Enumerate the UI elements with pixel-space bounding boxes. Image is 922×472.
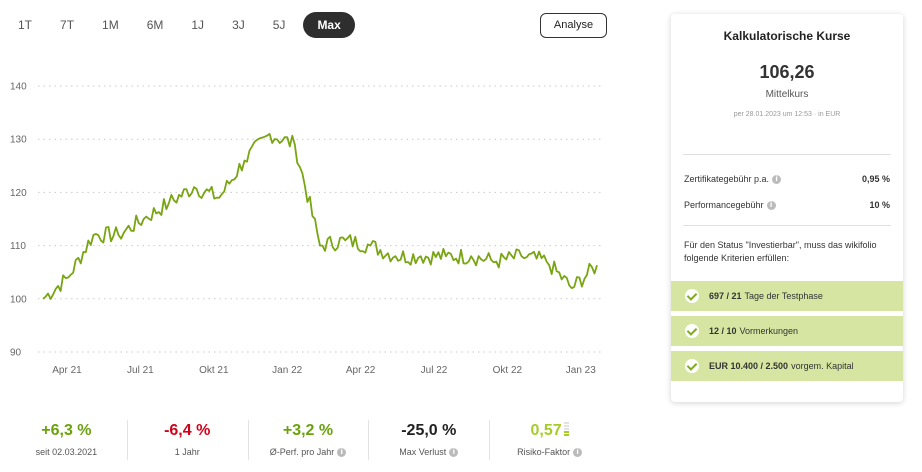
series-line xyxy=(42,133,598,300)
info-icon[interactable]: i xyxy=(573,448,583,458)
tab-max[interactable]: Max xyxy=(303,12,355,38)
tab-7t[interactable]: 7T xyxy=(60,18,75,32)
period-tabs: 1T 7T 1M 6M 1J 3J 5J Max xyxy=(8,12,363,38)
mid-price-label: Mittelkurs xyxy=(765,89,809,100)
criterion-value: 697 / 21 xyxy=(709,291,742,301)
card-divider xyxy=(683,154,891,155)
x-tick-label: Apr 22 xyxy=(346,365,376,376)
tab-3j[interactable]: 3J xyxy=(232,18,245,32)
x-tick-label: Jan 23 xyxy=(566,365,596,376)
kpi-label: Risiko-Faktor i xyxy=(489,447,610,458)
tab-1m[interactable]: 1M xyxy=(102,18,119,32)
check-icon xyxy=(685,324,699,338)
fee-value: 10 % xyxy=(869,200,890,210)
analyse-button[interactable]: Analyse xyxy=(540,13,607,38)
mid-price: 106,26 xyxy=(759,62,815,82)
info-icon[interactable]: i xyxy=(337,448,347,458)
fee-value: 0,95 % xyxy=(861,174,890,184)
kpi-label-text: Ø-Perf. pro Jahr xyxy=(269,447,335,457)
x-tick-label: Jul 21 xyxy=(127,365,154,376)
risk-level-icon xyxy=(563,422,569,438)
criterion-value: EUR 10.400 / 2.500 xyxy=(709,361,789,371)
fee-row-performance: Performancegebühr i 10 % xyxy=(684,200,890,211)
y-tick-label: 110 xyxy=(10,241,26,252)
kpi-value-text: -25,0 % xyxy=(401,422,457,439)
kpi-label: Max Verlust i xyxy=(368,447,489,458)
kpi-value-text: 0,57 xyxy=(530,422,562,439)
kpi-value: -6,4 % xyxy=(127,420,248,442)
y-tick-label: 100 xyxy=(10,294,27,305)
chart-svg: 90 100 110 120 130 140 Apr 21 Jul 21 Okt 21 Jan 2… xyxy=(10,82,604,376)
criterion-value: 12 / 10 xyxy=(709,326,737,336)
check-icon xyxy=(685,289,699,303)
check-icon xyxy=(685,359,699,373)
x-tick-label: Apr 21 xyxy=(52,365,82,376)
kpi-label-text: seit 02.03.2021 xyxy=(35,447,98,457)
price-card: Kalkulatorische Kurse 106,26 Mittelkurs … xyxy=(671,14,903,402)
price-timestamp: per 28.01.2023 um 12:53 · in EUR xyxy=(733,111,841,118)
fee-row-certificate: Zertifikategebühr p.a. i 0,95 % xyxy=(684,174,890,185)
criterion-text: Vormerkungen xyxy=(739,326,799,336)
kpi-item: +6,3 % seit 02.03.2021 xyxy=(6,420,127,468)
kpi-item: -25,0 % Max Verlust i xyxy=(368,420,489,468)
kpi-value: +3,2 % xyxy=(248,420,369,442)
fee-label: Zertifikategebühr p.a. xyxy=(684,174,770,184)
kpi-label: Ø-Perf. pro Jahr i xyxy=(248,447,369,458)
y-tick-label: 120 xyxy=(10,188,27,199)
kpi-value: 0,57 xyxy=(489,420,610,442)
criteria-intro: Für den Status "Investierbar", muss das … xyxy=(684,240,877,263)
card-title: Kalkulatorische Kurse xyxy=(723,29,851,43)
x-tick-label: Okt 22 xyxy=(493,365,523,376)
kpi-item: 0,57 Risiko-Faktor i xyxy=(489,420,610,468)
card-divider xyxy=(683,225,891,226)
kpi-label-text: Max Verlust xyxy=(399,447,447,457)
kpi-item: -6,4 % 1 Jahr xyxy=(126,420,248,468)
performance-chart: 90 100 110 120 130 140 Apr 21 Jul 21 Okt 21 Jan 2… xyxy=(0,70,612,390)
fee-label: Performancegebühr xyxy=(684,200,764,210)
tab-6m[interactable]: 6M xyxy=(146,18,164,32)
criterion-text: Tage der Testphase xyxy=(744,291,823,301)
info-icon[interactable]: i xyxy=(766,201,776,211)
tab-5j[interactable]: 5J xyxy=(272,18,286,32)
info-icon[interactable]: i xyxy=(772,175,782,185)
kpi-label-text: Risiko-Faktor xyxy=(517,447,571,457)
tab-1j[interactable]: 1J xyxy=(191,18,205,32)
criterion-reservations: 12 / 10 Vormerkungen xyxy=(671,316,903,346)
kpi-label-text: 1 Jahr xyxy=(174,447,200,457)
kpi-item: +3,2 % Ø-Perf. pro Jahr i xyxy=(247,420,369,468)
kpi-bar: +6,3 % seit 02.03.2021 -6,4 % 1 Jahr +3,2 % Ø… xyxy=(6,420,610,468)
kpi-value: -25,0 % xyxy=(368,420,489,442)
criterion-test-phase: 697 / 21 Tage der Testphase xyxy=(671,281,903,311)
x-tick-label: Jan 22 xyxy=(272,365,302,376)
y-tick-label: 140 xyxy=(10,82,27,93)
kpi-label: seit 02.03.2021 xyxy=(6,447,127,457)
kpi-label: 1 Jahr xyxy=(127,447,248,457)
kpi-value: +6,3 % xyxy=(6,420,127,442)
kpi-value-text: +3,2 % xyxy=(282,422,334,439)
criterion-capital: EUR 10.400 / 2.500 vorgem. Kapital xyxy=(671,351,903,381)
y-tick-label: 130 xyxy=(10,135,27,146)
x-tick-label: Jul 22 xyxy=(421,365,448,376)
kpi-value-text: -6,4 % xyxy=(164,422,211,439)
tab-1t[interactable]: 1T xyxy=(18,18,33,32)
criterion-text: vorgem. Kapital xyxy=(791,361,854,371)
x-tick-label: Okt 21 xyxy=(199,365,229,376)
kpi-value-text: +6,3 % xyxy=(41,422,92,439)
info-icon[interactable]: i xyxy=(449,448,459,458)
y-tick-label: 90 xyxy=(10,348,22,359)
